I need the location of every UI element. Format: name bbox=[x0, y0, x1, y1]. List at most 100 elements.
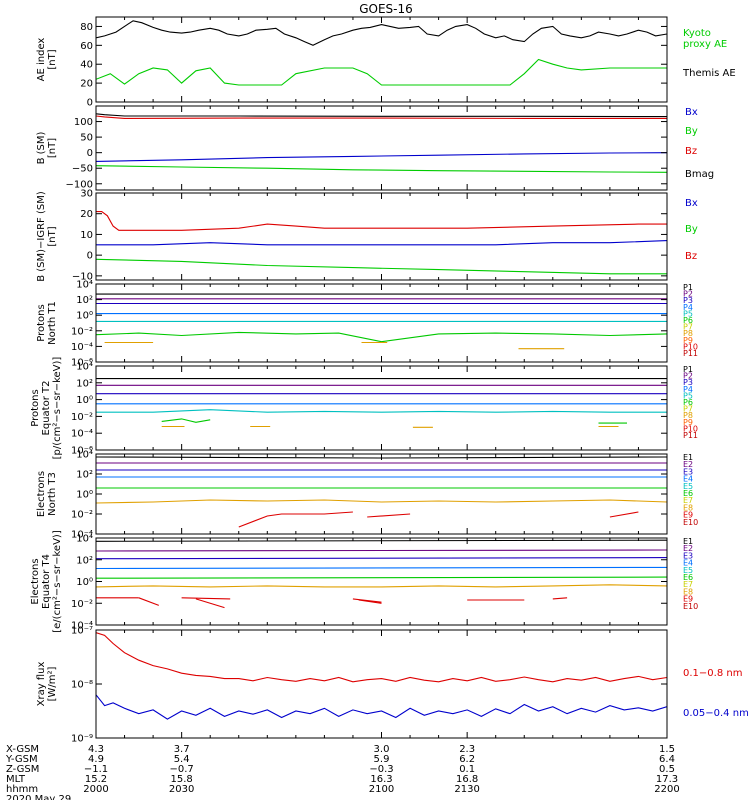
legend-entry: E6 bbox=[683, 489, 693, 498]
data-line bbox=[96, 499, 667, 504]
legend-entry: P2 bbox=[683, 372, 693, 381]
y-axis-label: Equator T2 bbox=[41, 381, 52, 436]
data-line bbox=[367, 513, 411, 518]
legend-entry: P6 bbox=[683, 316, 693, 325]
y-tick-label: 10⁻⁷ bbox=[71, 626, 93, 637]
y-tick-label: 10⁻² bbox=[71, 510, 93, 521]
panel-b_sm: −100 −50 0 50 100 B (SM) [nT] Bx By Bz Bmag bbox=[36, 105, 714, 191]
legend-entry: Bz bbox=[685, 251, 697, 262]
legend-entry: E8 bbox=[683, 587, 693, 596]
y-tick-label: 10² bbox=[76, 470, 93, 481]
y-tick-label: 100 bbox=[74, 117, 93, 128]
x-tick-value: 3.0 bbox=[374, 744, 390, 755]
data-line bbox=[96, 115, 667, 119]
data-line bbox=[96, 331, 667, 343]
legend-entry: By bbox=[685, 224, 698, 235]
data-line bbox=[96, 165, 667, 173]
y-axis-label: B (SM) bbox=[36, 131, 47, 164]
legend-entry: E3 bbox=[683, 551, 693, 560]
x-row-label: Z-GSM bbox=[6, 764, 39, 775]
legend-entry: proxy AE bbox=[683, 39, 727, 50]
y-axis-label: B (SM)−IGRF (SM) bbox=[36, 191, 47, 282]
legend-entry: E1 bbox=[683, 453, 693, 462]
data-line bbox=[96, 694, 667, 720]
y-tick-label: 80 bbox=[80, 22, 93, 33]
data-line bbox=[96, 258, 667, 275]
data-line bbox=[96, 113, 667, 118]
legend-entry: E2 bbox=[683, 544, 693, 553]
data-line bbox=[96, 20, 667, 46]
series-group bbox=[96, 293, 667, 350]
x-tick-value: 6.4 bbox=[659, 754, 675, 765]
legend-entry: P7 bbox=[683, 323, 693, 332]
legend-entry: P11 bbox=[683, 431, 698, 440]
y-axis-label: Equator T4 bbox=[41, 554, 52, 609]
legend-entry: P10 bbox=[683, 424, 698, 433]
data-line bbox=[96, 549, 667, 552]
legend-entry: P5 bbox=[683, 391, 693, 400]
y-tick-label: 10⁴ bbox=[76, 450, 93, 461]
panel-b_igrf: −10 0 10 20 30 B (SM)−IGRF (SM) [nT] Bx By Bz bbox=[36, 189, 698, 283]
data-line bbox=[96, 576, 667, 579]
legend-entry: P3 bbox=[683, 378, 693, 387]
data-line bbox=[96, 211, 667, 231]
series-group bbox=[96, 20, 667, 86]
series-group bbox=[96, 632, 667, 720]
x-tick-value: 2030 bbox=[169, 784, 194, 795]
y-tick-label: 50 bbox=[80, 133, 93, 144]
y-tick-label: 10⁻⁴ bbox=[71, 530, 93, 541]
data-line bbox=[96, 58, 667, 86]
y-axis-label: Electrons bbox=[36, 471, 47, 517]
y-tick-label: 0 bbox=[87, 98, 93, 109]
y-axis-label: Xray flux bbox=[36, 662, 47, 707]
legend-entry: Bz bbox=[685, 146, 697, 157]
legend-entry: P6 bbox=[683, 398, 693, 407]
legend-entry: E9 bbox=[683, 595, 693, 604]
x-tick-value: 6.2 bbox=[459, 754, 475, 765]
panel-electrons_t3: 10⁻⁴ 10⁻² 10⁰ 10² 10⁴ Electrons North T3 E1E2E3… bbox=[36, 450, 698, 541]
x-tick-value: −0.7 bbox=[170, 764, 194, 775]
y-tick-label: 30 bbox=[80, 189, 93, 200]
panel-frame bbox=[95, 16, 668, 103]
data-line bbox=[138, 597, 159, 606]
legend-entry: E1 bbox=[683, 537, 693, 546]
x-tick-value: 2.3 bbox=[459, 744, 475, 755]
data-line bbox=[96, 632, 667, 683]
panel-frame bbox=[95, 283, 668, 363]
x-tick-value: −0.3 bbox=[369, 764, 393, 775]
x-tick-value: 2100 bbox=[369, 784, 394, 795]
x-tick-value: −1.1 bbox=[84, 764, 108, 775]
legend-entry: P3 bbox=[683, 296, 693, 305]
x-tick-value: 15.8 bbox=[171, 774, 193, 785]
x-tick-value: 5.4 bbox=[174, 754, 190, 765]
x-tick-value: 17.3 bbox=[656, 774, 678, 785]
panel-protons_t1: 10⁻⁶ 10⁻⁴ 10⁻² 10⁰ 10² 10⁴ Protons North T1 P1P2… bbox=[36, 280, 698, 369]
y-tick-label: 10⁻⁴ bbox=[71, 429, 93, 440]
data-line bbox=[96, 409, 667, 413]
legend-entry: E4 bbox=[683, 559, 693, 568]
x-tick-value: 2130 bbox=[454, 784, 479, 795]
data-line bbox=[96, 557, 667, 560]
legend-entry: P9 bbox=[683, 336, 693, 345]
y-tick-label: 10⁻⁹ bbox=[71, 734, 93, 745]
y-tick-label: 60 bbox=[80, 41, 93, 52]
y-axis-label: Protons bbox=[36, 304, 47, 341]
y-axis-label: North T3 bbox=[47, 472, 58, 516]
y-tick-label: 0 bbox=[87, 251, 93, 262]
data-line bbox=[161, 418, 211, 423]
legend-entry: E2 bbox=[683, 460, 693, 469]
date-label: 2020 May 29 bbox=[6, 794, 71, 800]
series-group bbox=[96, 211, 667, 275]
series-group bbox=[96, 378, 667, 428]
legend-entry: E8 bbox=[683, 503, 693, 512]
y-tick-label: 10⁴ bbox=[76, 362, 93, 373]
x-tick-value: 2000 bbox=[83, 784, 108, 795]
y-axis-label: [p/(cm²−s−sr−keV)] bbox=[52, 357, 63, 460]
y-axis-label: [nT] bbox=[47, 138, 58, 158]
data-line bbox=[96, 240, 667, 246]
x-row-label: hhmm bbox=[6, 784, 38, 795]
y-tick-label: −10 bbox=[72, 271, 93, 282]
y-tick-label: 40 bbox=[80, 60, 93, 71]
y-axis-label: [e/(cm²−s−sr−keV)] bbox=[52, 530, 63, 633]
